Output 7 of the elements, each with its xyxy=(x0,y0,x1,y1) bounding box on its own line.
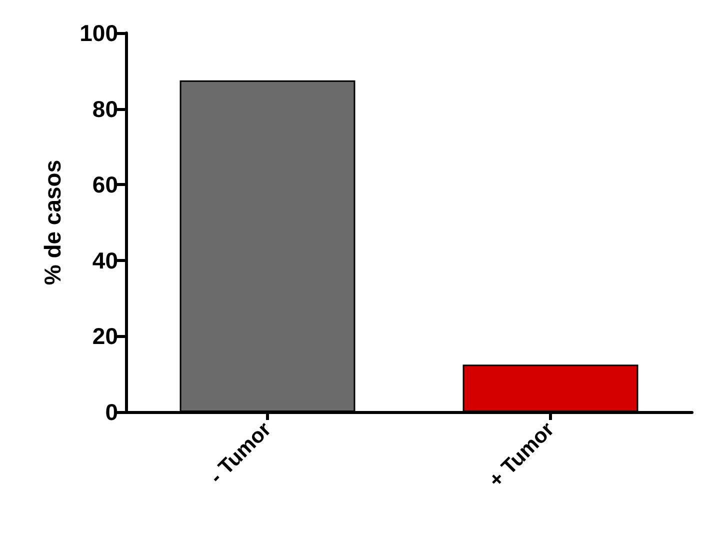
y-tick-label: 100 xyxy=(80,20,118,46)
y-tick-label: 80 xyxy=(92,96,118,122)
y-tick-label: 0 xyxy=(105,399,118,425)
y-axis-title: % de casos xyxy=(40,160,66,286)
y-tick-label: 40 xyxy=(92,247,118,274)
y-tick-label: 20 xyxy=(92,323,118,350)
y-tick-label: 60 xyxy=(92,172,118,198)
